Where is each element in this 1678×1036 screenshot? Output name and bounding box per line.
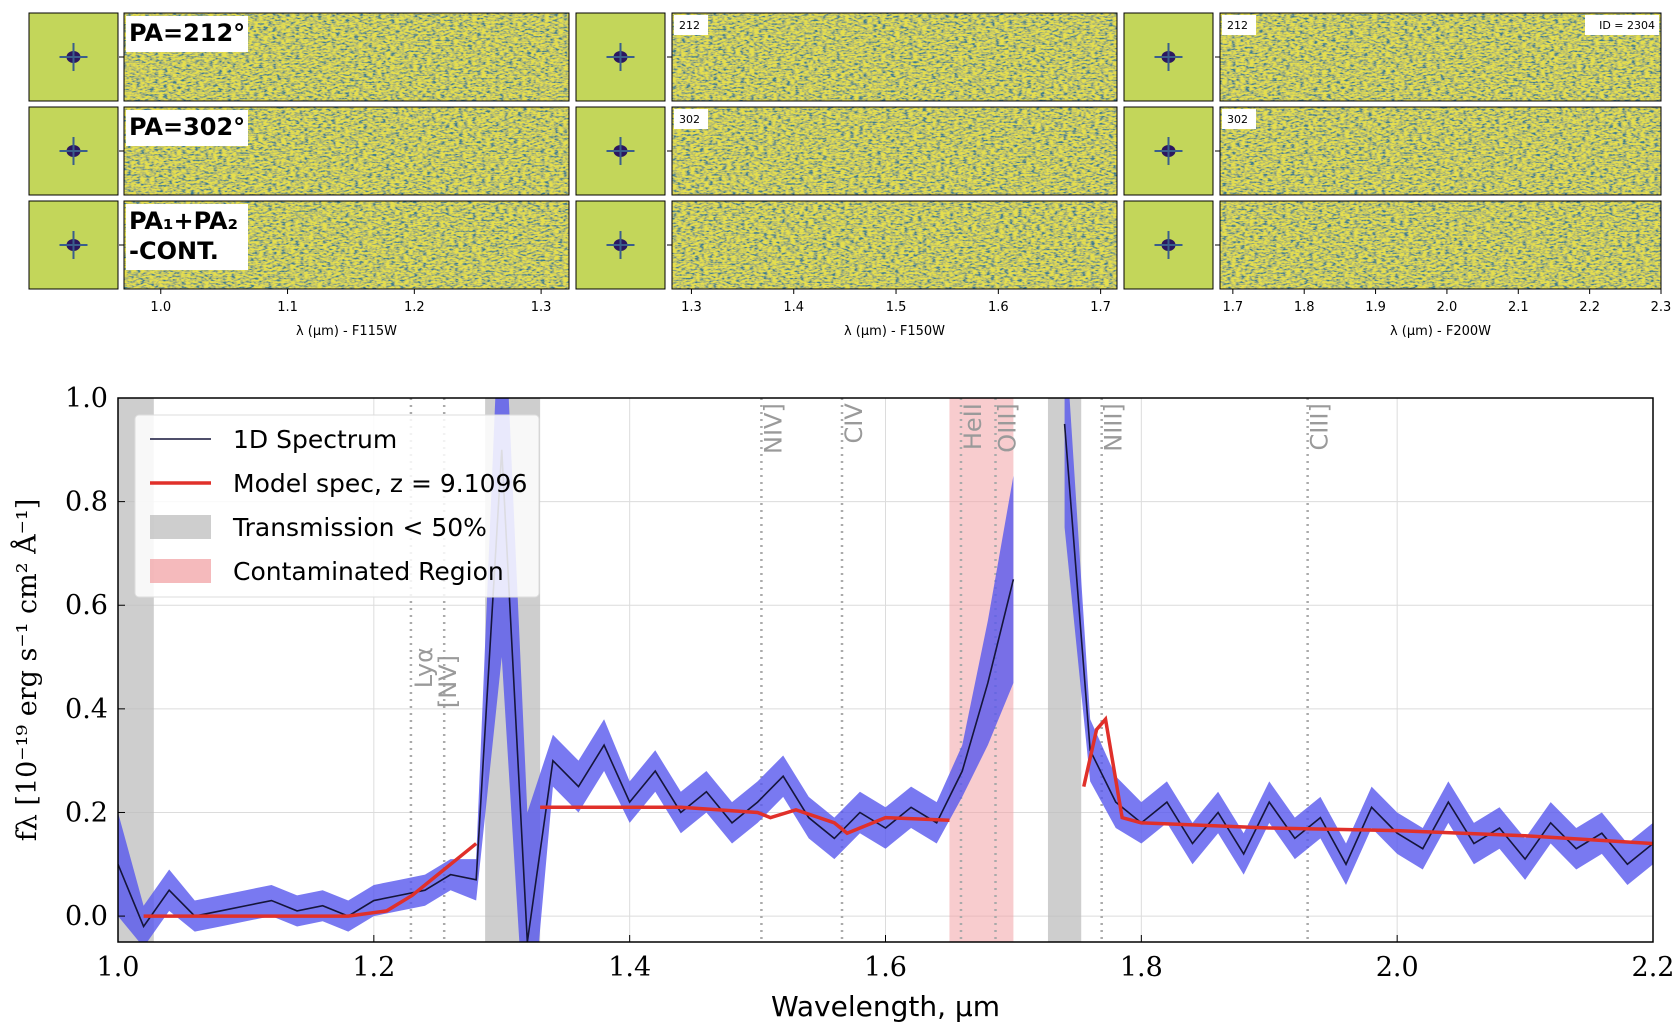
x-tick-label: 1.8 bbox=[1120, 952, 1163, 983]
row-label: 212 bbox=[679, 19, 700, 32]
emission-line-label: OIII] bbox=[994, 403, 1022, 453]
x-axis-label: Wavelength, μm bbox=[771, 990, 1000, 1023]
x-tick-label: 1.4 bbox=[783, 300, 804, 315]
emission-line-label: HeII bbox=[959, 403, 987, 450]
x-tick-label: 1.2 bbox=[404, 300, 425, 315]
row-label: 212 bbox=[1227, 19, 1248, 32]
x-tick-label: 1.9 bbox=[1365, 300, 1386, 315]
x-axis-label: λ (μm) - F200W bbox=[1390, 324, 1491, 339]
emission-line-label: CIV bbox=[840, 403, 868, 444]
y-tick-label: 0.2 bbox=[65, 797, 108, 828]
legend-box bbox=[134, 414, 540, 598]
x-tick-label: 2.0 bbox=[1437, 300, 1458, 315]
legend-swatch bbox=[150, 515, 211, 539]
spectrum-2d bbox=[672, 107, 1117, 195]
x-tick-label: 1.6 bbox=[864, 952, 907, 983]
legend-label: 1D Spectrum bbox=[233, 425, 397, 454]
row-label-box bbox=[126, 110, 248, 146]
x-tick-label: 2.1 bbox=[1508, 300, 1529, 315]
x-axis-label: λ (μm) - F115W bbox=[296, 324, 397, 339]
x-tick-label: 1.0 bbox=[150, 300, 171, 315]
spectrum-2d bbox=[1220, 201, 1661, 289]
annotation: ID = 2304 bbox=[1599, 19, 1655, 32]
x-axis-label: λ (μm) - F150W bbox=[844, 324, 945, 339]
legend-label: Transmission < 50% bbox=[232, 513, 487, 542]
spectrum-2d bbox=[1220, 107, 1661, 195]
row-label: 302 bbox=[1227, 113, 1248, 126]
row-label-box bbox=[674, 109, 708, 129]
row-label-box bbox=[1222, 109, 1256, 129]
row-label-box bbox=[1222, 15, 1256, 35]
x-tick-label: 2.3 bbox=[1651, 300, 1672, 315]
y-tick-label: 1.0 bbox=[65, 383, 108, 414]
annotation-box bbox=[1585, 15, 1659, 35]
error-band bbox=[118, 398, 1014, 942]
y-axis-label: fλ [10⁻¹⁹ erg s⁻¹ cm² Å⁻¹] bbox=[10, 499, 43, 842]
y-tick-label: 0.0 bbox=[65, 901, 108, 932]
model-line bbox=[143, 715, 1653, 918]
x-tick-label: 1.7 bbox=[1090, 300, 1111, 315]
row-label: PA=302° bbox=[129, 113, 245, 141]
x-tick-label: 2.2 bbox=[1579, 300, 1600, 315]
legend-label: Contaminated Region bbox=[233, 557, 504, 586]
x-tick-label: 1.1 bbox=[277, 300, 298, 315]
error-band bbox=[1064, 398, 1653, 886]
row-label-box bbox=[126, 204, 248, 270]
x-tick-label: 1.3 bbox=[681, 300, 702, 315]
x-tick-label: 1.3 bbox=[531, 300, 552, 315]
x-tick-label: 1.7 bbox=[1223, 300, 1244, 315]
emission-line-label: CIII] bbox=[1306, 403, 1334, 450]
x-tick-label: 2.2 bbox=[1632, 952, 1675, 983]
x-tick-label: 1.4 bbox=[608, 952, 651, 983]
y-tick-label: 0.8 bbox=[65, 487, 108, 518]
row-label: -CONT. bbox=[129, 237, 219, 265]
emission-line-label: [NV] bbox=[434, 655, 462, 708]
emission-line-label: NIII] bbox=[1100, 403, 1128, 452]
row-label: PA=212° bbox=[129, 19, 245, 47]
row-label: PA₁+PA₂ bbox=[129, 207, 238, 235]
x-tick-label: 1.2 bbox=[352, 952, 395, 983]
x-tick-label: 1.8 bbox=[1294, 300, 1315, 315]
emission-line-label: Lyα bbox=[410, 647, 438, 688]
legend-label: Model spec, z = 9.1096 bbox=[233, 469, 527, 498]
x-tick-label: 1.0 bbox=[97, 952, 140, 983]
row-label-box bbox=[126, 16, 248, 52]
row-label: 302 bbox=[679, 113, 700, 126]
y-tick-label: 0.6 bbox=[65, 590, 108, 621]
row-label-box bbox=[674, 15, 708, 35]
x-tick-label: 1.5 bbox=[886, 300, 907, 315]
spectrum-2d bbox=[672, 201, 1117, 289]
spectrum-line bbox=[118, 423, 1653, 942]
legend-swatch bbox=[150, 559, 211, 583]
x-tick-label: 1.6 bbox=[988, 300, 1009, 315]
plot-area bbox=[118, 398, 1653, 942]
x-tick-label: 2.0 bbox=[1376, 952, 1419, 983]
y-tick-label: 0.4 bbox=[65, 694, 108, 725]
emission-line-label: NIV] bbox=[759, 403, 787, 454]
spectrum-2d bbox=[672, 13, 1117, 101]
